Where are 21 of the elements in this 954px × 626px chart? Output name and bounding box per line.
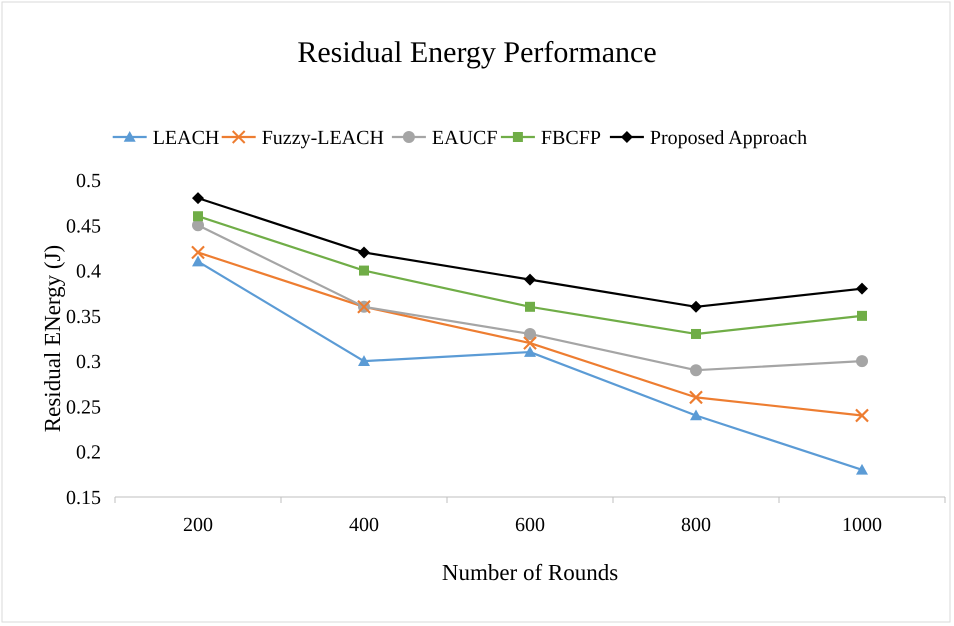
chart-title: Residual Energy Performance bbox=[297, 36, 657, 69]
legend-label: Fuzzy-LEACH bbox=[262, 127, 384, 149]
legend-label: LEACH bbox=[152, 127, 220, 149]
legend-label: FBCFP bbox=[540, 127, 601, 149]
y-tick-label: 0.3 bbox=[76, 351, 101, 374]
legend-label: EAUCF bbox=[432, 127, 498, 149]
y-tick-label: 0.2 bbox=[76, 442, 101, 464]
y-tick-label: 0.45 bbox=[66, 215, 101, 238]
y-tick-label: 0.5 bbox=[76, 170, 101, 192]
x-tick-label: 800 bbox=[681, 514, 711, 536]
x-axis-title: Number of Rounds bbox=[442, 560, 618, 585]
y-axis-title: Residual ENergy (J) bbox=[40, 244, 65, 432]
x-tick-label: 400 bbox=[349, 514, 379, 536]
x-tick-label: 1000 bbox=[842, 514, 882, 536]
y-tick-label: 0.25 bbox=[66, 396, 101, 418]
x-tick-label: 200 bbox=[183, 514, 213, 536]
y-tick-label: 0.35 bbox=[66, 306, 101, 328]
y-tick-label: 0.4 bbox=[76, 260, 101, 283]
y-tick-label: 0.15 bbox=[66, 487, 101, 509]
x-tick-label: 600 bbox=[515, 514, 545, 536]
legend-label: Proposed Approach bbox=[650, 127, 808, 149]
